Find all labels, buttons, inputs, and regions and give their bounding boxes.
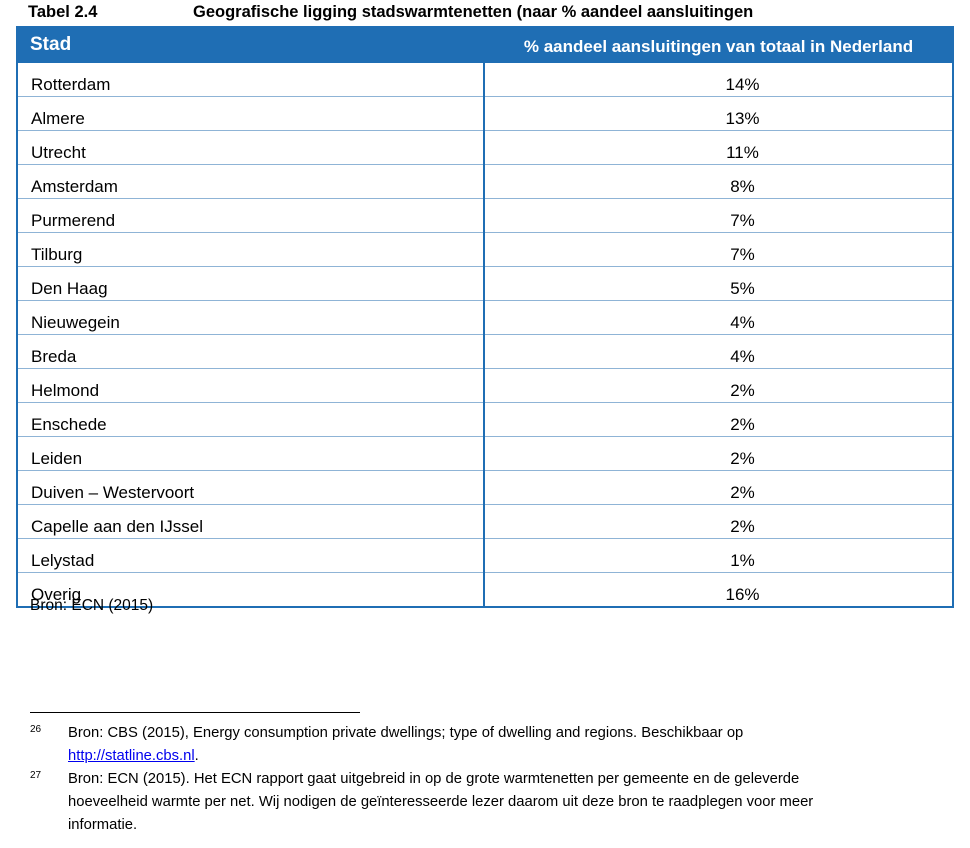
city-cell: Helmond [16, 368, 484, 403]
table-number: Tabel 2.4 [28, 3, 98, 21]
table-source: Bron: ECN (2015) [30, 597, 154, 614]
footnote-period: . [194, 748, 199, 764]
table-row: Enschede 2% [16, 402, 954, 437]
share-cell: 1% [483, 538, 954, 573]
footnote-text: Bron: ECN (2015). Het ECN rapport gaat u… [68, 771, 814, 833]
city-cell: Overig [16, 572, 484, 608]
table-row: Utrecht 11% [16, 130, 954, 165]
share-cell: 2% [483, 504, 954, 539]
table-row: Purmerend 7% [16, 198, 954, 233]
footnote-text: Bron: CBS (2015), Energy consumption pri… [68, 722, 858, 768]
city-cell: Den Haag [16, 266, 484, 301]
statline-link[interactable]: http://statline.cbs.nl [68, 748, 195, 764]
table-row: Breda 4% [16, 334, 954, 369]
table-caption: Tabel 2.4 Geografische ligging stadswarm… [28, 3, 958, 23]
share-cell: 4% [483, 300, 954, 335]
share-cell: 2% [483, 470, 954, 505]
footnote-separator [30, 712, 360, 713]
table-title: Geografische ligging stadswarmtenetten (… [193, 3, 754, 21]
table-row: Rotterdam 14% [16, 63, 954, 97]
city-cell: Capelle aan den IJssel [16, 504, 484, 539]
footnote-marker: 27 [30, 770, 42, 781]
table-row: Tilburg 7% [16, 232, 954, 267]
city-cell: Tilburg [16, 232, 484, 267]
share-cell: 4% [483, 334, 954, 369]
column-header-share: % aandeel aansluitingen van totaal in Ne… [483, 26, 954, 63]
table-row: Helmond 2% [16, 368, 954, 403]
city-cell: Nieuwegein [16, 300, 484, 335]
city-cell: Utrecht [16, 130, 484, 165]
share-cell: 5% [483, 266, 954, 301]
city-cell: Lelystad [16, 538, 484, 573]
column-header-city: Stad [16, 26, 485, 63]
table-row: Duiven – Westervoort 2% [16, 470, 954, 505]
share-cell: 8% [483, 164, 954, 199]
share-cell: 2% [483, 368, 954, 403]
share-cell: 11% [483, 130, 954, 165]
share-cell: 7% [483, 232, 954, 267]
table-row: Den Haag 5% [16, 266, 954, 301]
city-cell: Amsterdam [16, 164, 484, 199]
city-cell: Purmerend [16, 198, 484, 233]
table-row: Overig 16% [16, 572, 954, 608]
city-cell: Rotterdam [16, 63, 484, 97]
share-cell: 14% [483, 63, 954, 97]
table-row: Lelystad 1% [16, 538, 954, 573]
table-row: Leiden 2% [16, 436, 954, 471]
share-cell: 13% [483, 96, 954, 131]
share-cell: 2% [483, 436, 954, 471]
share-cell: 2% [483, 402, 954, 437]
city-cell: Enschede [16, 402, 484, 437]
share-cell: 7% [483, 198, 954, 233]
share-cell: 16% [483, 572, 954, 608]
heat-network-table: Stad % aandeel aansluitingen van totaal … [16, 26, 954, 608]
table-header-row: Stad % aandeel aansluitingen van totaal … [16, 26, 954, 63]
city-cell: Duiven – Westervoort [16, 470, 484, 505]
footnote-marker: 26 [30, 724, 42, 735]
city-cell: Leiden [16, 436, 484, 471]
footnote-body: Bron: CBS (2015), Energy consumption pri… [68, 725, 744, 741]
table-row: Amsterdam 8% [16, 164, 954, 199]
table-row: Almere 13% [16, 96, 954, 131]
city-cell: Breda [16, 334, 484, 369]
table-row: Nieuwegein 4% [16, 300, 954, 335]
table-row: Capelle aan den IJssel 2% [16, 504, 954, 539]
city-cell: Almere [16, 96, 484, 131]
